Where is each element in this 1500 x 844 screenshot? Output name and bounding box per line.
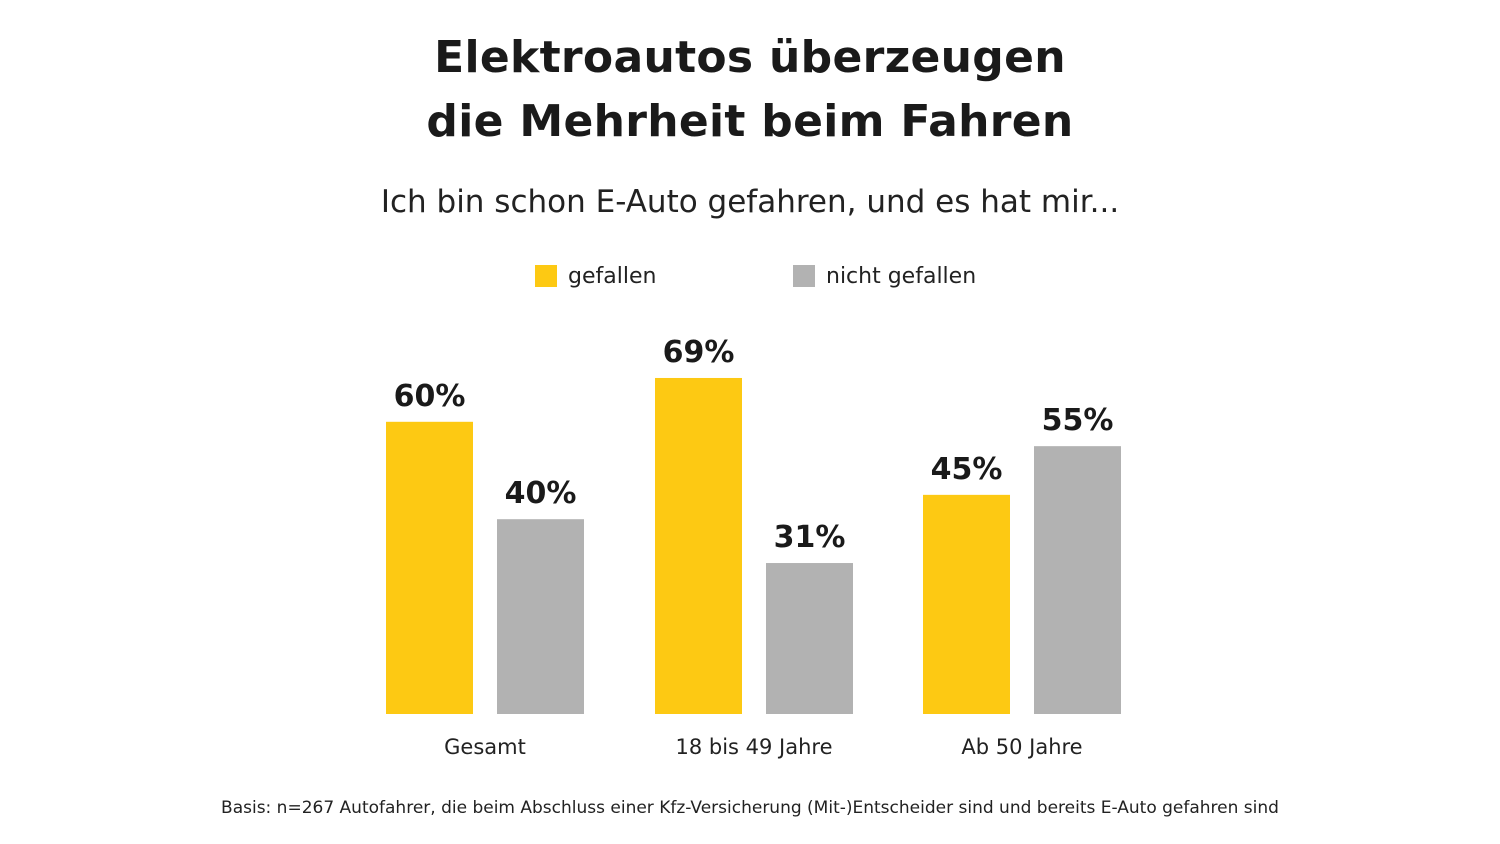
legend-item-nicht-gefallen: nicht gefallen [793,260,976,292]
data-label-18-bis-49-jahre-gefallen: 69% [663,335,735,370]
data-label-ab-50-jahre-gefallen: 45% [931,452,1003,487]
category-label-ab-50-jahre: Ab 50 Jahre [961,735,1082,759]
data-label-18-bis-49-jahre-nicht-gefallen: 31% [774,520,846,555]
data-label-ab-50-jahre-nicht-gefallen: 55% [1042,403,1114,438]
data-label-gesamt-nicht-gefallen: 40% [505,476,577,511]
legend: gefallen nicht gefallen [0,260,1500,292]
bar-18-bis-49-jahre-nicht-gefallen [766,563,853,714]
bar-gesamt-nicht-gefallen [497,519,584,714]
legend-label-gefallen: gefallen [568,263,657,289]
data-label-gesamt-gefallen: 60% [394,379,466,414]
bar-ab-50-jahre-nicht-gefallen [1034,446,1121,714]
footnote: Basis: n=267 Autofahrer, die beim Abschl… [221,798,1279,818]
bar-18-bis-49-jahre-gefallen [655,377,742,714]
legend-label-nicht-gefallen: nicht gefallen [826,263,977,289]
category-label-18-bis-49-jahre: 18 bis 49 Jahre [675,735,832,759]
bar-gesamt-gefallen [386,421,473,714]
bar-ab-50-jahre-gefallen [923,494,1010,714]
legend-item-gefallen: gefallen [535,260,656,292]
legend-swatch-nicht-gefallen [793,265,815,287]
category-label-gesamt: Gesamt [444,735,526,759]
legend-swatch-gefallen [535,265,557,287]
chart-subtitle: Ich bin schon E-Auto gefahren, und es ha… [380,184,1120,220]
chart-title-line-1: Elektroautos überzeugen [434,32,1066,83]
chart-title-line-2: die Mehrheit beim Fahren [426,96,1074,147]
